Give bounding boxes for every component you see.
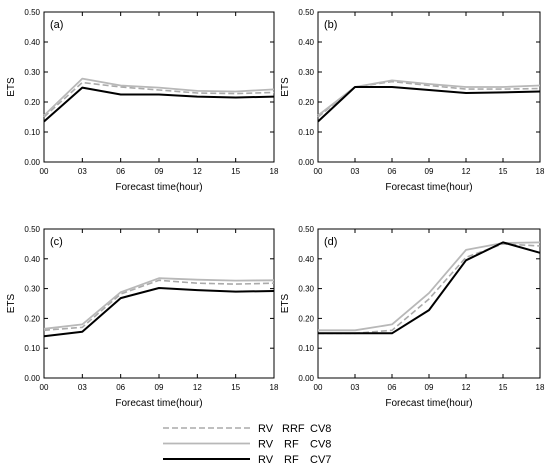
y-tick-label: 0.20	[298, 314, 314, 323]
y-tick-label: 0.30	[24, 285, 40, 294]
y-tick-label: 0.50	[298, 225, 314, 234]
y-tick-label: 0.00	[298, 158, 314, 167]
y-tick-label: 0.50	[298, 8, 314, 17]
y-axis-label: ETS	[6, 77, 17, 97]
legend-label: RF	[284, 439, 299, 451]
legend-label: RF	[284, 454, 299, 466]
panel-b: 0.00 0.10 0.20 0.30 0.40 0.50 00 03 06 09 12 15 18 Fo…	[280, 8, 545, 193]
y-tick-label: 0.50	[24, 225, 40, 234]
x-tick-label: 12	[462, 167, 471, 176]
x-tick-label: 00	[40, 167, 49, 176]
x-tick-label: 12	[193, 167, 202, 176]
y-tick-label: 0.40	[24, 255, 40, 264]
x-axis-label: Forecast time(hour)	[385, 398, 472, 409]
panel-label: (b)	[324, 19, 337, 31]
x-tick-label: 03	[351, 383, 360, 392]
y-tick-label: 0.40	[24, 38, 40, 47]
panel-a: 0.00 0.10 0.20 0.30 0.40 0.50 00 03 06 09 12 15 18 Fo…	[6, 8, 279, 193]
legend-label: CV8	[310, 423, 331, 435]
panel-label: (d)	[324, 236, 337, 248]
legend-label: CV8	[310, 439, 331, 451]
y-tick-label: 0.20	[24, 314, 40, 323]
x-tick-label: 15	[231, 383, 240, 392]
x-tick-label: 15	[499, 383, 508, 392]
y-tick-label: 0.20	[298, 98, 314, 107]
y-axis-label: ETS	[6, 293, 17, 313]
x-tick-label: 00	[314, 167, 323, 176]
x-tick-label: 12	[193, 383, 202, 392]
y-tick-label: 0.10	[24, 128, 40, 137]
x-tick-label: 03	[78, 167, 87, 176]
x-tick-label: 18	[536, 383, 545, 392]
series-line-1	[43, 279, 275, 332]
y-tick-label: 0.50	[24, 8, 40, 17]
y-tick-label: 0.10	[298, 128, 314, 137]
x-tick-label: 09	[425, 167, 434, 176]
legend-label: CV7	[310, 454, 331, 466]
series-line-1	[43, 81, 275, 118]
panel-c: 0.00 0.10 0.20 0.30 0.40 0.50 00 03 06 09 12 15 18 Fo…	[6, 225, 279, 409]
x-tick-label: 09	[425, 383, 434, 392]
x-tick-label: 06	[388, 383, 397, 392]
legend-label: RV	[258, 454, 274, 466]
legend-label: RV	[258, 423, 274, 435]
y-tick-label: 0.40	[298, 38, 314, 47]
x-tick-label: 18	[536, 167, 545, 176]
x-tick-label: 09	[155, 383, 164, 392]
x-tick-label: 03	[78, 383, 87, 392]
y-axis-label: ETS	[280, 293, 291, 313]
x-tick-label: 09	[155, 167, 164, 176]
x-tick-label: 00	[314, 383, 323, 392]
y-tick-label: 0.30	[24, 68, 40, 77]
y-tick-label: 0.00	[24, 158, 40, 167]
y-axis-label: ETS	[280, 77, 291, 97]
y-tick-label: 0.20	[24, 98, 40, 107]
x-tick-label: 15	[231, 167, 240, 176]
legend-label: RRF	[282, 423, 305, 435]
x-tick-label: 18	[270, 167, 279, 176]
series-line-1	[318, 243, 541, 335]
y-tick-label: 0.40	[298, 255, 314, 264]
series-line-3	[318, 241, 541, 335]
x-tick-label: 15	[499, 167, 508, 176]
x-tick-label: 03	[351, 167, 360, 176]
plot-frame	[43, 228, 275, 379]
x-tick-label: 06	[116, 383, 125, 392]
plot-frame	[317, 228, 541, 379]
x-axis-label: Forecast time(hour)	[115, 398, 202, 409]
series-line-2	[43, 77, 275, 117]
panel-d: 0.00 0.10 0.20 0.30 0.40 0.50 00 03 06 09 12 15 18 Fo…	[280, 225, 545, 409]
y-tick-label: 0.10	[24, 344, 40, 353]
y-tick-label: 0.00	[24, 374, 40, 383]
panel-label: (a)	[50, 19, 63, 31]
series-line-2	[43, 277, 275, 330]
panel-label: (c)	[50, 236, 63, 248]
x-tick-label: 18	[270, 383, 279, 392]
y-tick-label: 0.00	[298, 374, 314, 383]
legend-label: RV	[258, 439, 274, 451]
x-axis-label: Forecast time(hour)	[115, 182, 202, 193]
x-tick-label: 06	[116, 167, 125, 176]
y-tick-label: 0.30	[298, 285, 314, 294]
x-tick-label: 06	[388, 167, 397, 176]
x-tick-label: 00	[40, 383, 49, 392]
series-line-3	[43, 86, 275, 123]
legend: RV RRF CV8 RV RF CV8 RV RF CV7	[163, 423, 331, 466]
x-tick-label: 12	[462, 383, 471, 392]
series-line-3	[43, 287, 275, 338]
series-line-2	[318, 241, 541, 332]
series-line-3	[317, 86, 541, 123]
y-tick-label: 0.10	[298, 344, 314, 353]
x-axis-label: Forecast time(hour)	[385, 182, 472, 193]
y-tick-label: 0.30	[298, 68, 314, 77]
